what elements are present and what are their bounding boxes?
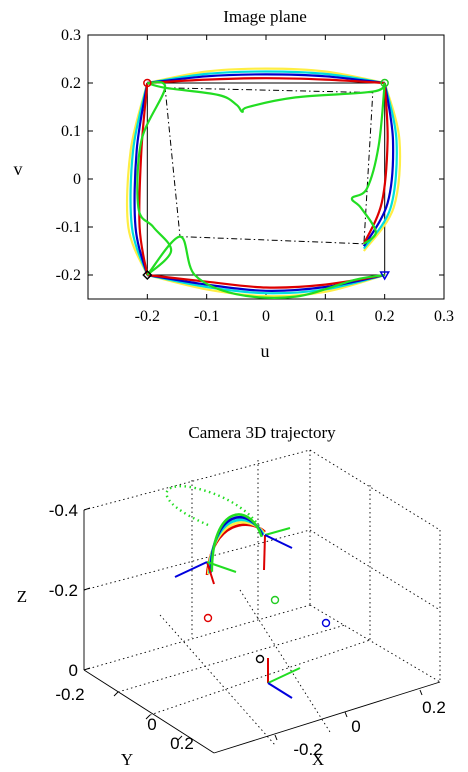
z-tick [83,507,91,511]
grid-wall-edge [83,669,215,754]
chart2-trajectory [165,485,301,699]
x-tick-label: 0.1 [315,308,335,325]
chart1-corner-markers [142,78,390,281]
y-tick-label: 0.2 [170,734,194,753]
trajectory-line [136,81,173,276]
y-tick [145,714,151,720]
chart1-xlabel: u [261,341,270,361]
y-tick-label: 0.3 [61,27,81,44]
corner-marker [380,78,389,88]
y-tick-label: 0 [147,715,156,734]
trajectory-line [146,235,385,299]
trajectory-arc [206,521,266,575]
frame-axis [267,667,301,684]
x-tick-label: 0.3 [434,308,454,325]
trajectory-line [147,73,385,85]
chart2-xlabel: X [312,750,324,769]
grid-line [309,529,441,611]
frame-axis [264,534,293,549]
x-tick-label: 0 [262,308,270,325]
chart1-ylabel: v [14,159,23,179]
z-tick-label: -0.2 [49,581,78,600]
z-tick-label: -0.4 [49,501,78,520]
y-tick-label: 0.1 [61,123,81,140]
target-quad-dashdot [164,87,374,245]
grid-line [83,604,311,671]
x-tick [344,711,348,718]
chart2-title: Camera 3D trajectory [188,423,336,442]
y-tick-label: -0.1 [56,219,81,236]
chart2-zlabel: Z [17,587,27,606]
grid-wall-edge [213,681,441,754]
grid-line [309,449,441,531]
x-tick-label: -0.1 [194,308,219,325]
ground-point [203,613,213,623]
y-tick-label: -0.2 [55,685,84,704]
x-tick-label: -0.2 [293,740,322,759]
trajectory-line [147,77,385,85]
chart1-series [125,67,402,299]
y-tick-label: -0.2 [56,267,81,284]
x-tick-label: -0.2 [135,308,160,325]
grid-line [149,639,371,716]
chart2-ylabel: Y [121,750,133,769]
series-1 [129,70,398,295]
x-tick-label: 0 [351,717,360,736]
x-tick [419,689,423,696]
grid-line [83,449,311,511]
trajectory-line [138,82,149,276]
ground-point [270,595,280,605]
ground-point [255,654,265,664]
chart2-ground-points [203,595,331,664]
trajectory-line [147,273,385,295]
frame-axis [263,534,266,571]
trajectory-line [129,82,149,276]
grid-line [83,529,311,591]
grid-line [309,604,441,683]
ground-point [321,618,331,628]
trajectory-line [133,82,149,276]
chart2-ticks: 0 -0.2 -0.4 -0.2 0 0.2 -0.2 0 0.2 [49,501,446,759]
image-plane-chart: Image plane -0.2 -0.1 0 0.1 0.2 0.3 0.3 0.2 0.1 0… [14,7,455,361]
y-tick-label: 0.2 [61,75,81,92]
trajectory-line [362,82,398,250]
frame-axis [174,561,208,578]
series-4 [136,81,386,299]
trajectory-line [147,273,385,298]
y-tick [113,691,119,697]
frame-axis [264,527,291,536]
grid-line [239,589,331,733]
trajectory-line [147,67,385,85]
grid-line [159,614,276,746]
frame-axis [267,682,293,699]
z-tick [83,667,91,671]
corner-marker [142,269,153,281]
x-tick [274,734,278,741]
chart1-title: Image plane [223,7,307,26]
trajectory-arc [205,523,266,576]
z-tick-label: 0 [69,661,78,680]
camera-trajectory-chart: Camera 3D trajectory 0 -0.2 -0.4 -0.2 0 0.2 -0… [17,423,446,769]
y-tick-label: 0 [73,171,81,188]
chart1-ticks: -0.2 -0.1 0 0.1 0.2 0.3 0.3 0.2 0.1 0 -0.1 -0.2 [56,27,454,325]
trajectory-line [146,81,386,113]
trajectory-arc [210,513,264,572]
corner-marker [143,78,152,88]
corner-marker [379,271,390,281]
trajectory-line [362,82,402,252]
y-tick [177,735,183,741]
trajectory-line [147,70,385,85]
trajectory-line [350,82,386,245]
trajectory-line [362,82,389,245]
frame-axis [206,561,215,585]
x-tick-label: 0.2 [375,308,395,325]
x-tick-label: 0.2 [422,698,446,717]
frame-axis [206,561,237,573]
dotted-trajectory [165,485,264,533]
chart2-grid [83,449,441,754]
grid-line [117,624,346,693]
z-tick [83,587,91,591]
